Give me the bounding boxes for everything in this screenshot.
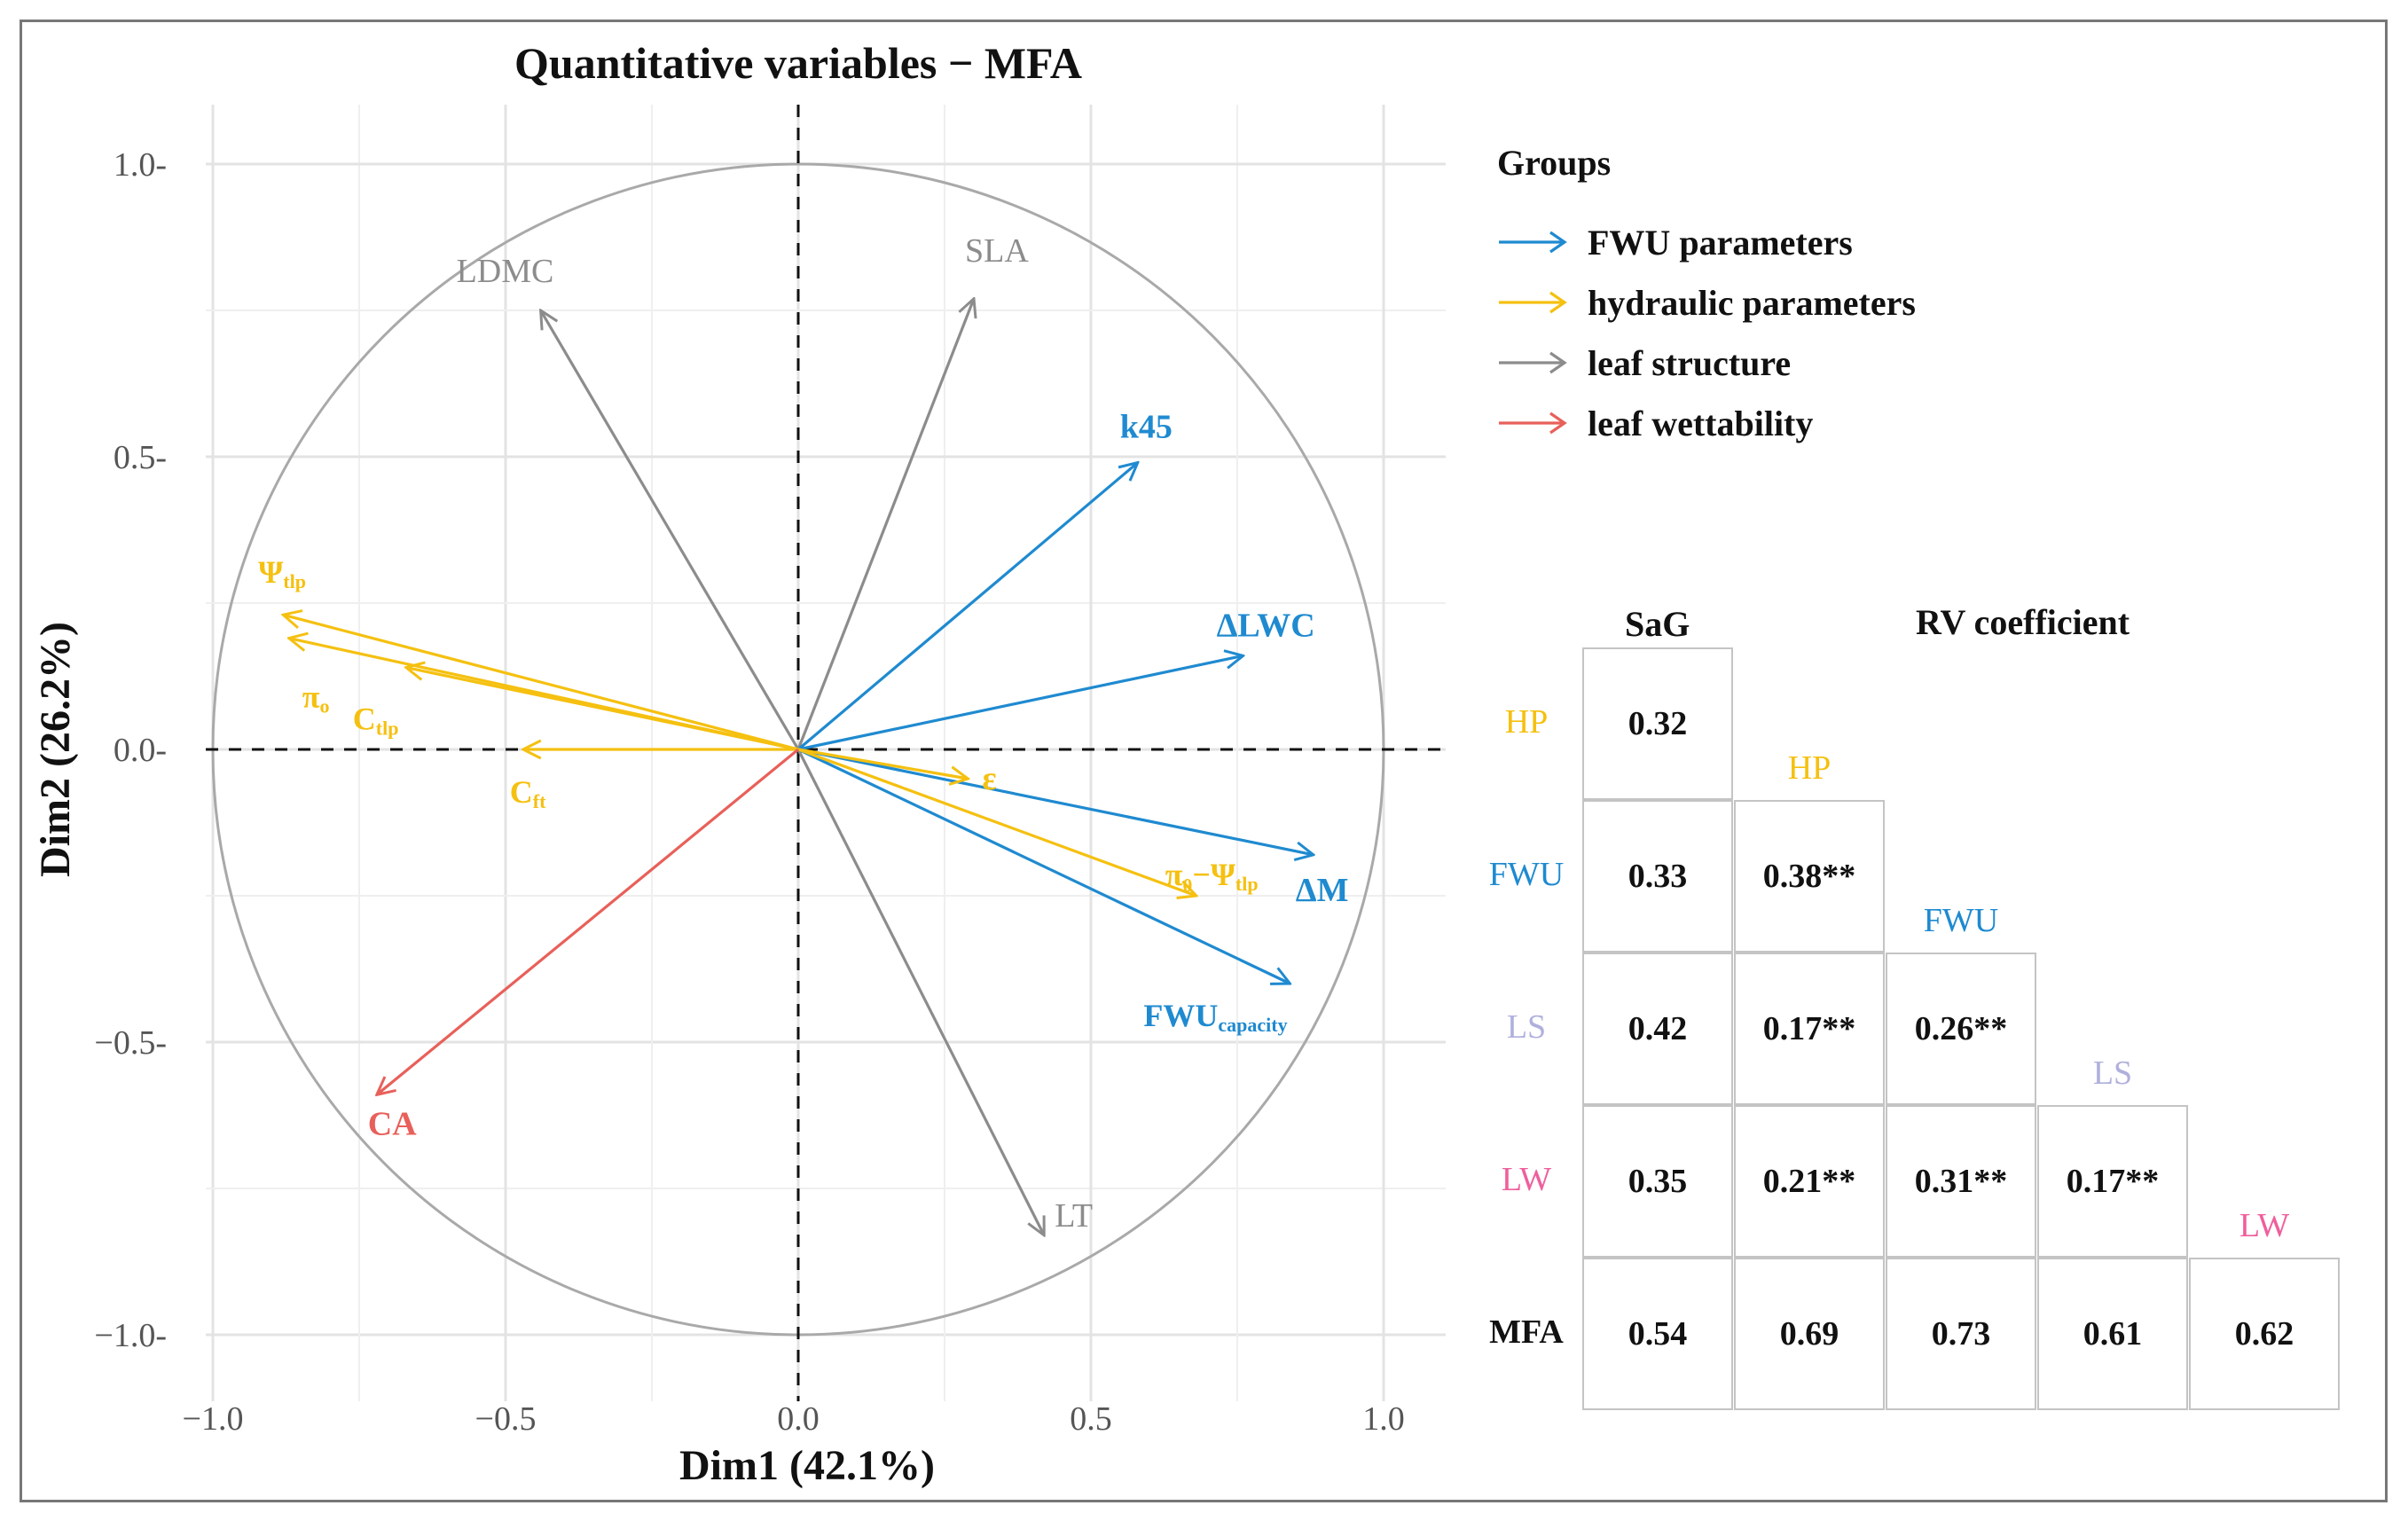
variable-label: FWUcapacity [1143,998,1287,1036]
y-tick-label: 0.0- [114,732,167,769]
variable-label: ε [982,760,996,797]
rv-cell: 0.33 [1582,800,1733,953]
rv-cell: 0.38** [1734,800,1885,953]
rv-cell: 0.21** [1734,1105,1885,1258]
y-axis-label: Dim2 (26.2%) [32,622,79,877]
arrow-FWU-parameters [797,748,1290,984]
rv-col-label: LW [2239,1207,2290,1244]
variable-label: πo [302,679,330,717]
rv-col-label: LS [2092,1055,2133,1092]
rv-cell: 0.31** [1886,1105,2036,1258]
arrow-FWU-parameters [797,655,1243,751]
legend-arrow-icon [1499,351,1567,374]
x-tick-label: −1.0 [183,1400,244,1438]
legend-arrow-icon [1499,412,1567,435]
y-tick-label: −1.0- [94,1317,167,1354]
rv-row-label: MFA [1489,1313,1564,1351]
y-tick-label: 0.5- [114,439,167,476]
rv-cell: 0.42 [1582,953,1733,1105]
arrow-hydraulic-parameters [797,748,968,779]
x-tick-label: 0.0 [777,1400,820,1438]
y-tick-label: −0.5- [94,1024,167,1062]
variable-label: Cft [510,774,546,812]
rv-col-header-sag: SaG [1625,604,1690,644]
legend-label: leaf structure [1588,342,1792,383]
figure-frame [20,20,2388,1502]
arrow-leaf-structure [541,310,800,750]
variable-label: LDMC [457,253,554,290]
legend-item-FWU-parameters: FWU parameters [1497,220,1853,264]
rv-cell: 0.54 [1582,1258,1733,1410]
rv-cell: 0.73 [1886,1258,2036,1410]
legend-arrow-icon [1499,291,1567,314]
rv-cell: 0.17** [2037,1105,2188,1258]
legend-label: hydraulic parameters [1588,282,1916,323]
legend-item-leaf-structure: leaf structure [1497,341,1791,385]
arrow-FWU-parameters [797,748,1314,855]
variable-label: LT [1055,1197,1093,1235]
variable-label: ΔM [1296,872,1349,909]
variable-label: Ctlp [353,702,399,740]
arrow-hydraulic-parameters [797,748,1196,896]
arrow-FWU-parameters [796,463,1138,751]
rv-cell: 0.69 [1734,1258,1885,1410]
y-tick-label: 1.0- [114,146,167,184]
rv-col-label: HP [1787,749,1831,787]
arrow-leaf-wettability [377,748,800,1094]
arrow-leaf-structure [796,749,1044,1235]
legend-label: FWU parameters [1588,222,1853,263]
x-tick-label: −0.5 [475,1400,537,1438]
x-axis-label: Dim1 (42.1%) [679,1442,935,1489]
rv-cell: 0.26** [1886,953,2036,1105]
chart-title: Quantitative variables − MFA [514,38,1082,88]
rv-row-label: HP [1504,703,1549,741]
x-tick-label: 0.5 [1070,1400,1112,1438]
variable-label: ΔLWC [1217,607,1315,644]
rv-table-title: RV coefficient [1916,602,2130,642]
legend-arrow-icon [1499,231,1567,254]
variable-label: CA [368,1105,417,1142]
variable-label: π₀−Ψtlp [1165,857,1259,895]
legend-title: Groups [1497,143,1612,183]
rv-cell: 0.32 [1582,647,1733,800]
variable-label: SLA [965,232,1029,270]
arrow-hydraulic-parameters [283,615,799,751]
arrow-hydraulic-parameters [406,668,799,751]
rv-cell: 0.35 [1582,1105,1733,1258]
legend-label: leaf wettability [1588,403,1814,443]
variable-label: k45 [1120,409,1173,446]
legend-item-leaf-wettability: leaf wettability [1497,401,1813,445]
rv-cell: 0.61 [2037,1258,2188,1410]
x-tick-label: 1.0 [1362,1400,1405,1438]
arrow-leaf-structure [796,299,974,750]
rv-col-label: FWU [1923,902,1999,939]
rv-row-label: LS [1506,1008,1547,1046]
legend-item-hydraulic-parameters: hydraulic parameters [1497,280,1916,325]
rv-cell: 0.62 [2189,1258,2340,1410]
rv-cell: 0.17** [1734,953,1885,1105]
variable-label: Ψtlp [258,554,306,592]
rv-row-label: LW [1501,1161,1552,1198]
rv-row-label: FWU [1488,856,1565,893]
